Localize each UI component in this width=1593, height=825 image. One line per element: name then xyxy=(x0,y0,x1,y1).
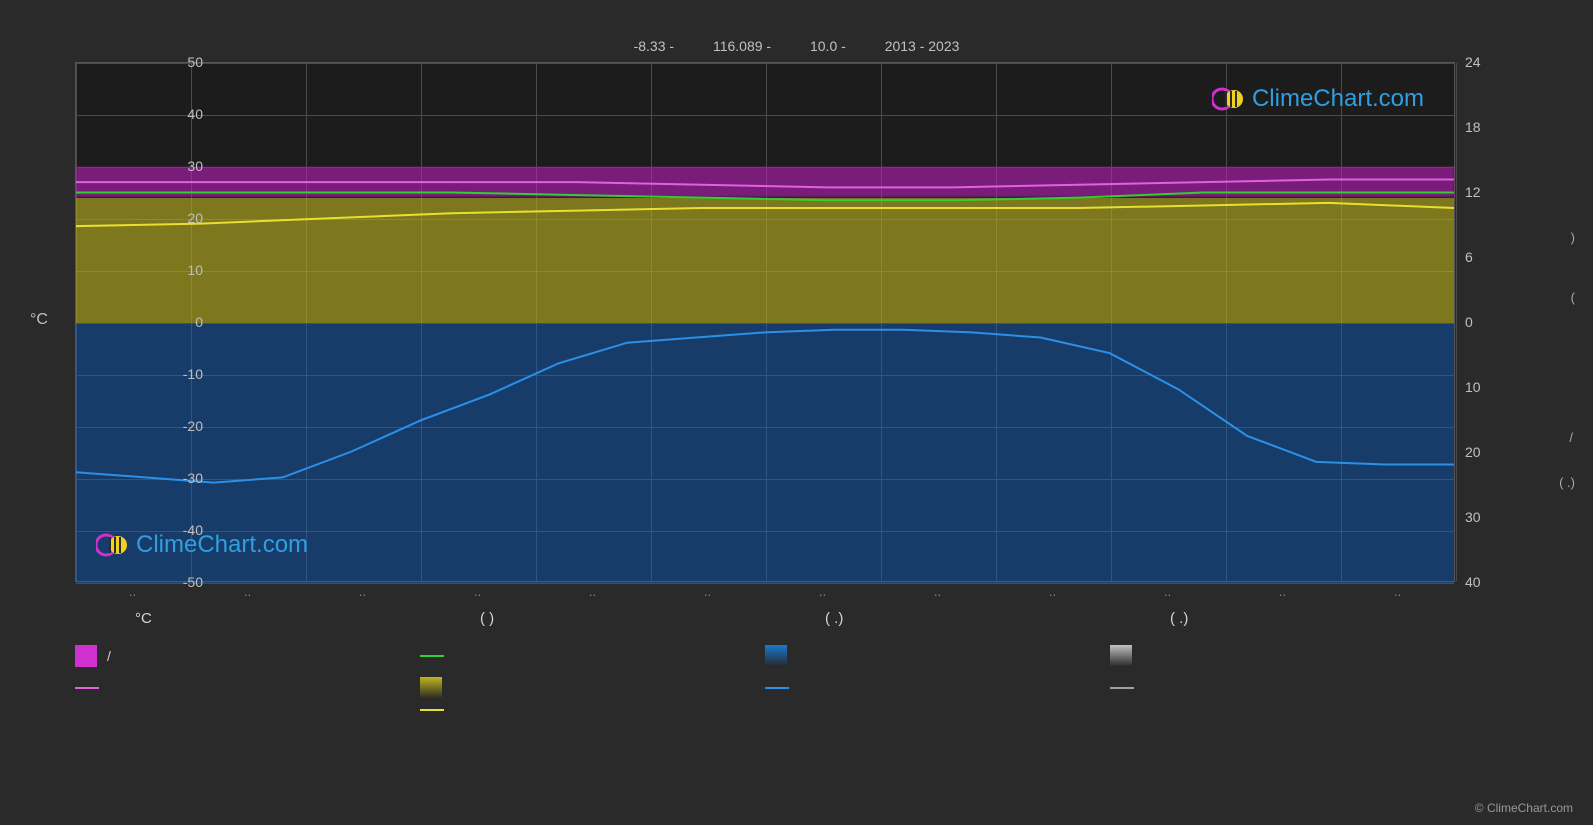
legend-swatch xyxy=(420,655,444,657)
y-right-tick: 30 xyxy=(1465,509,1525,525)
legend-item xyxy=(1110,645,1455,667)
y-left-tick: 20 xyxy=(143,210,203,226)
legend-header-2: ( ) xyxy=(420,610,765,627)
legend-swatch xyxy=(75,687,99,689)
legend-header-4: ( .) xyxy=(1110,610,1455,627)
legend-item: / xyxy=(75,645,420,667)
right-annot-4: ( .) xyxy=(1559,475,1575,490)
precip-line xyxy=(76,330,1454,483)
x-tick: ‥ xyxy=(1164,586,1171,599)
y-right-tick: 24 xyxy=(1465,54,1525,70)
legend-item xyxy=(1110,709,1455,711)
chart-header: -8.33 - 116.089 - 10.0 - 2013 - 2023 xyxy=(0,38,1593,54)
legend-item xyxy=(420,677,765,699)
y-left-tick: 10 xyxy=(143,262,203,278)
temp-mean-line xyxy=(76,193,1454,201)
right-annot-1: ) xyxy=(1571,230,1575,245)
x-tick: ‥ xyxy=(129,586,136,599)
chart-plot-area: ClimeChart.com ClimeChart.com xyxy=(75,62,1455,582)
legend-label: / xyxy=(107,648,111,664)
legend-header-1: °C xyxy=(75,610,420,627)
legend-item xyxy=(75,709,420,711)
y-right-tick: 18 xyxy=(1465,119,1525,135)
legend-item xyxy=(1110,677,1455,699)
header-years: 2013 - 2023 xyxy=(885,38,960,54)
header-lon: 116.089 xyxy=(713,38,763,54)
y-left-tick: -30 xyxy=(143,470,203,486)
y-axis-left-title: °C xyxy=(30,311,48,329)
y-left-tick: 30 xyxy=(143,158,203,174)
legend-item xyxy=(765,709,1110,711)
y-left-tick: 0 xyxy=(143,314,203,330)
x-axis-ticks: ‥ ‥ ‥ ‥ ‥ ‥ ‥ ‥ ‥ ‥ ‥ ‥ xyxy=(75,586,1455,606)
temp-max-line xyxy=(76,180,1454,188)
y-right-tick: 40 xyxy=(1465,574,1525,590)
y-left-tick: -40 xyxy=(143,522,203,538)
legend-swatch xyxy=(420,709,444,711)
x-tick: ‥ xyxy=(244,586,251,599)
y-left-tick: 50 xyxy=(143,54,203,70)
x-tick: ‥ xyxy=(934,586,941,599)
legend-row-3 xyxy=(75,709,1455,711)
legend-item xyxy=(765,677,1110,699)
right-annot-2: ( xyxy=(1571,290,1575,305)
right-annot-3: / xyxy=(1569,430,1573,445)
x-tick: ‥ xyxy=(359,586,366,599)
x-tick: ‥ xyxy=(819,586,826,599)
watermark-text: ClimeChart.com xyxy=(1252,85,1424,113)
y-right-tick: 20 xyxy=(1465,444,1525,460)
watermark-top: ClimeChart.com xyxy=(1212,85,1424,113)
y-right-tick: 12 xyxy=(1465,184,1525,200)
x-tick: ‥ xyxy=(1279,586,1286,599)
x-tick: ‥ xyxy=(1394,586,1401,599)
climechart-logo-icon xyxy=(1212,85,1246,113)
header-lat: -8.33 xyxy=(634,38,666,54)
legend: °C ( ) ( .) ( .) / xyxy=(75,610,1455,721)
y-left-tick: -10 xyxy=(143,366,203,382)
legend-swatch xyxy=(765,687,789,689)
legend-swatch xyxy=(765,645,787,667)
legend-item xyxy=(420,645,765,667)
legend-item xyxy=(75,677,420,699)
line-series xyxy=(76,63,1454,581)
x-tick: ‥ xyxy=(589,586,596,599)
legend-row-2 xyxy=(75,677,1455,699)
y-right-tick: 0 xyxy=(1465,314,1525,330)
legend-headers: °C ( ) ( .) ( .) xyxy=(75,610,1455,627)
y-left-tick: 40 xyxy=(143,106,203,122)
legend-item xyxy=(765,645,1110,667)
x-tick: ‥ xyxy=(1049,586,1056,599)
legend-item xyxy=(420,709,765,711)
legend-swatch xyxy=(1110,687,1134,689)
y-left-tick: -20 xyxy=(143,418,203,434)
legend-swatch xyxy=(420,677,442,699)
sunshine-line xyxy=(76,203,1454,226)
copyright: © ClimeChart.com xyxy=(1475,801,1573,815)
climechart-logo-icon xyxy=(96,531,130,559)
legend-swatch xyxy=(75,645,97,667)
x-tick: ‥ xyxy=(704,586,711,599)
legend-header-3: ( .) xyxy=(765,610,1110,627)
y-right-tick: 10 xyxy=(1465,379,1525,395)
y-right-tick: 6 xyxy=(1465,249,1525,265)
x-tick: ‥ xyxy=(474,586,481,599)
header-elev: 10.0 xyxy=(810,38,837,54)
legend-swatch xyxy=(1110,645,1132,667)
legend-row-1: / xyxy=(75,645,1455,667)
